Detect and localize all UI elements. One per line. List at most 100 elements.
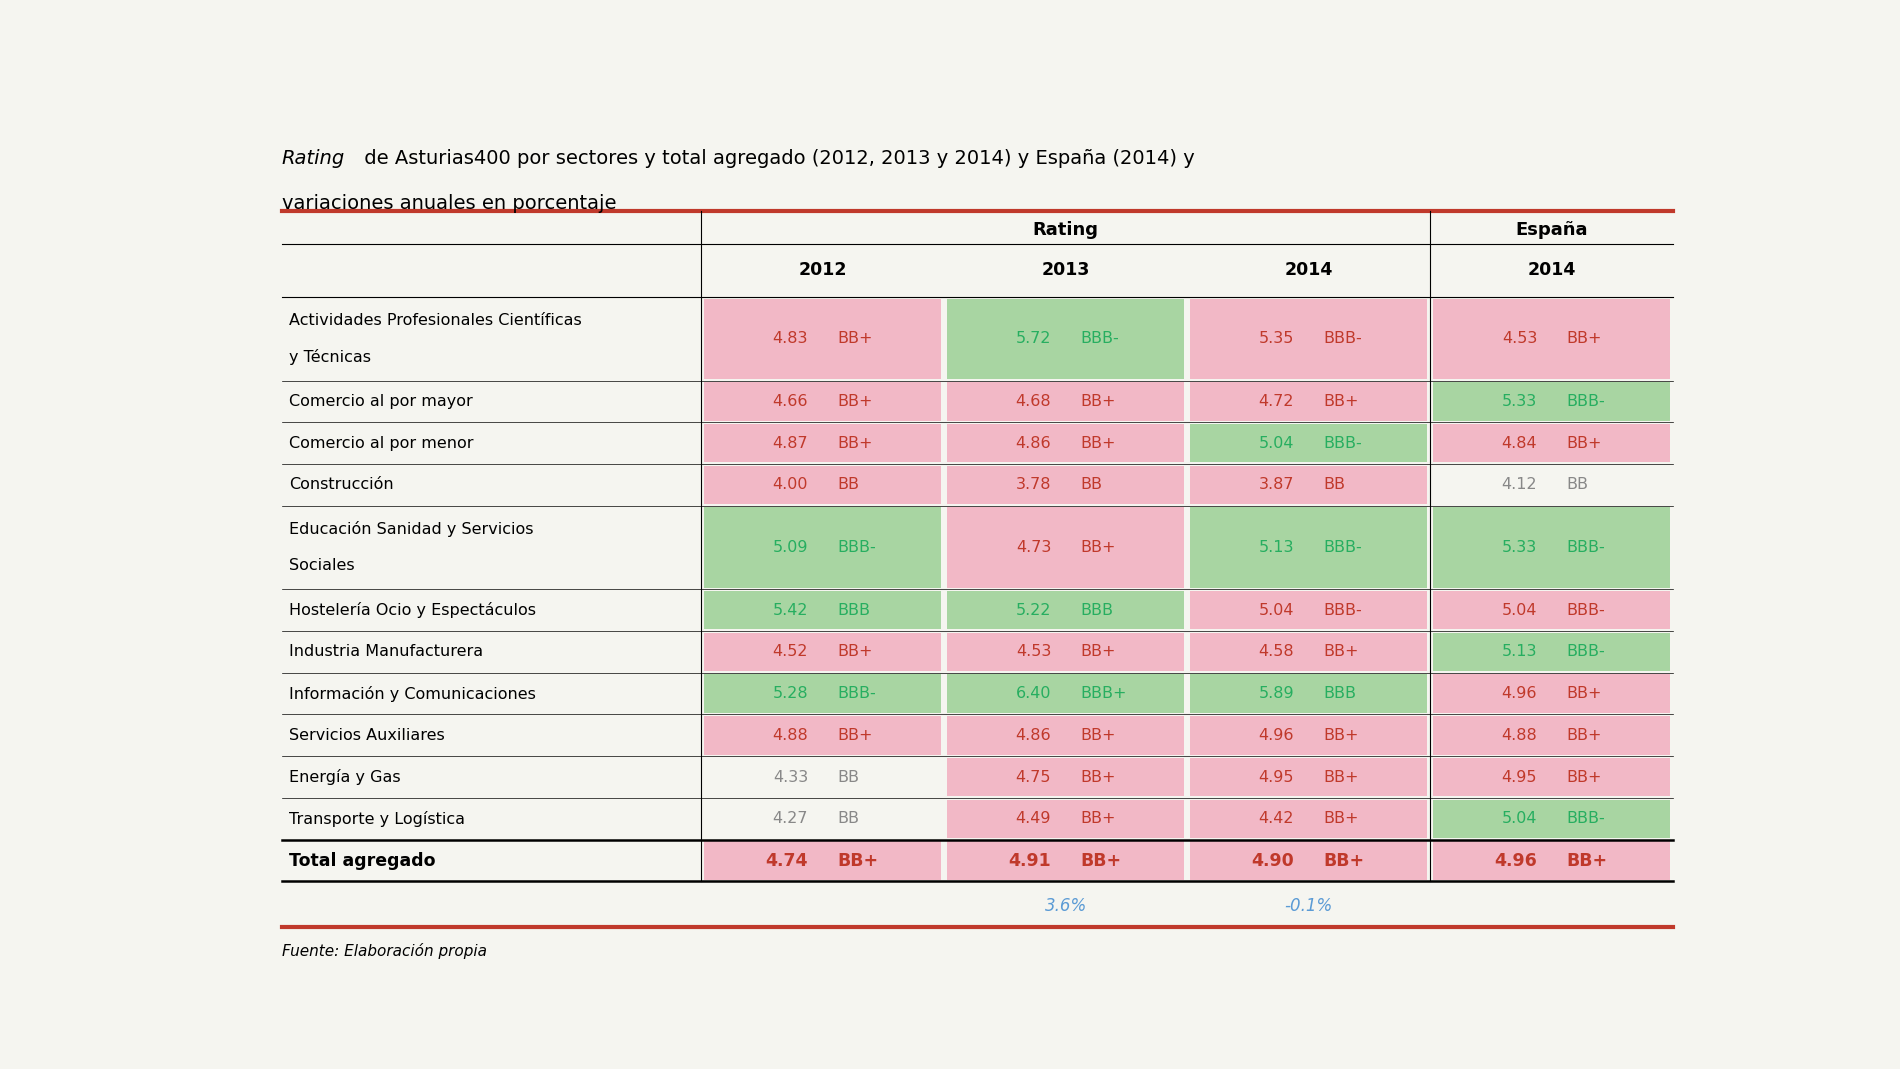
- Text: 5.04: 5.04: [1501, 811, 1537, 826]
- Text: BB+: BB+: [838, 728, 872, 743]
- Text: BB: BB: [838, 811, 859, 826]
- Bar: [1433, 508, 1670, 588]
- Text: BB+: BB+: [1566, 852, 1607, 869]
- Text: 5.09: 5.09: [773, 540, 808, 555]
- Text: 4.72: 4.72: [1258, 393, 1294, 408]
- Text: Industria Manufacturera: Industria Manufacturera: [289, 645, 483, 660]
- Text: BB+: BB+: [1322, 393, 1358, 408]
- Text: 4.87: 4.87: [773, 436, 808, 451]
- Text: de Asturias400 por sectores y total agregado (2012, 2013 y 2014) y España (2014): de Asturias400 por sectores y total agre…: [359, 149, 1195, 168]
- Text: Energía y Gas: Energía y Gas: [289, 769, 401, 785]
- Text: 4.96: 4.96: [1258, 728, 1294, 743]
- Text: 6.40: 6.40: [1017, 686, 1051, 701]
- Text: BB+: BB+: [1081, 728, 1115, 743]
- Text: 4.12: 4.12: [1501, 478, 1537, 493]
- Text: BBB-: BBB-: [1566, 645, 1606, 660]
- Text: BB+: BB+: [1566, 686, 1602, 701]
- Bar: [1189, 298, 1427, 378]
- Text: Actividades Profesionales Científicas: Actividades Profesionales Científicas: [289, 313, 581, 328]
- Text: -0.1%: -0.1%: [1284, 897, 1334, 915]
- Text: 5.35: 5.35: [1260, 331, 1294, 346]
- Text: BBB-: BBB-: [1322, 331, 1362, 346]
- Text: BB: BB: [1081, 478, 1102, 493]
- Text: 4.96: 4.96: [1495, 852, 1537, 869]
- Text: 4.86: 4.86: [1017, 436, 1051, 451]
- Text: BBB: BBB: [838, 603, 870, 618]
- Text: 4.91: 4.91: [1009, 852, 1051, 869]
- Text: Sociales: Sociales: [289, 558, 355, 573]
- Text: Rating: Rating: [281, 149, 346, 168]
- Bar: [948, 466, 1184, 505]
- Text: BBB-: BBB-: [1566, 393, 1606, 408]
- Text: 5.28: 5.28: [773, 686, 808, 701]
- Text: BB+: BB+: [838, 645, 872, 660]
- Bar: [705, 382, 940, 420]
- Bar: [1189, 675, 1427, 713]
- Text: BB+: BB+: [1566, 436, 1602, 451]
- Text: 2014: 2014: [1528, 261, 1575, 279]
- Bar: [705, 841, 940, 880]
- Text: 4.27: 4.27: [773, 811, 808, 826]
- Text: BBB-: BBB-: [1322, 436, 1362, 451]
- Bar: [705, 633, 940, 671]
- Text: 4.90: 4.90: [1252, 852, 1294, 869]
- Text: 5.04: 5.04: [1258, 603, 1294, 618]
- Text: BBB-: BBB-: [1566, 603, 1606, 618]
- Bar: [1433, 675, 1670, 713]
- Text: 4.83: 4.83: [773, 331, 808, 346]
- Text: BBB-: BBB-: [1322, 603, 1362, 618]
- Bar: [948, 382, 1184, 420]
- Text: BBB-: BBB-: [838, 540, 876, 555]
- Text: 3.78: 3.78: [1017, 478, 1051, 493]
- Text: y Técnicas: y Técnicas: [289, 350, 370, 366]
- Bar: [705, 466, 940, 505]
- Text: BBB+: BBB+: [1081, 686, 1127, 701]
- Text: BB+: BB+: [1322, 728, 1358, 743]
- Text: 5.04: 5.04: [1258, 436, 1294, 451]
- Bar: [948, 633, 1184, 671]
- Bar: [1433, 591, 1670, 630]
- Bar: [948, 591, 1184, 630]
- Text: 4.95: 4.95: [1501, 770, 1537, 785]
- Bar: [705, 716, 940, 755]
- Bar: [1433, 633, 1670, 671]
- Text: 4.49: 4.49: [1017, 811, 1051, 826]
- Text: 4.58: 4.58: [1258, 645, 1294, 660]
- Text: variaciones anuales en porcentaje: variaciones anuales en porcentaje: [281, 195, 616, 213]
- Text: 3.6%: 3.6%: [1045, 897, 1087, 915]
- Text: BB+: BB+: [1566, 331, 1602, 346]
- Text: BB+: BB+: [838, 436, 872, 451]
- Text: BBB-: BBB-: [1081, 331, 1119, 346]
- Bar: [948, 716, 1184, 755]
- Text: BB+: BB+: [1081, 436, 1115, 451]
- Text: Comercio al por menor: Comercio al por menor: [289, 436, 473, 451]
- Text: 5.22: 5.22: [1017, 603, 1051, 618]
- Text: 2013: 2013: [1041, 261, 1091, 279]
- Text: BBB: BBB: [1081, 603, 1113, 618]
- Bar: [1433, 716, 1670, 755]
- Text: 4.88: 4.88: [773, 728, 808, 743]
- Text: 5.33: 5.33: [1501, 393, 1537, 408]
- Text: BB+: BB+: [1322, 811, 1358, 826]
- Text: 4.66: 4.66: [773, 393, 808, 408]
- Text: 4.86: 4.86: [1017, 728, 1051, 743]
- Text: 4.42: 4.42: [1258, 811, 1294, 826]
- Text: BB: BB: [838, 770, 859, 785]
- Text: 4.74: 4.74: [766, 852, 808, 869]
- Text: BB: BB: [1322, 478, 1345, 493]
- Text: BBB-: BBB-: [1566, 811, 1606, 826]
- Bar: [1189, 758, 1427, 796]
- Text: Transporte y Logística: Transporte y Logística: [289, 810, 466, 826]
- Bar: [1189, 591, 1427, 630]
- Bar: [948, 508, 1184, 588]
- Text: 4.73: 4.73: [1017, 540, 1051, 555]
- Text: 5.89: 5.89: [1258, 686, 1294, 701]
- Bar: [1433, 841, 1670, 880]
- Text: Construcción: Construcción: [289, 478, 393, 493]
- Bar: [948, 800, 1184, 838]
- Text: BB+: BB+: [1081, 645, 1115, 660]
- Bar: [1433, 800, 1670, 838]
- Text: 4.84: 4.84: [1501, 436, 1537, 451]
- Text: 2014: 2014: [1284, 261, 1334, 279]
- Bar: [1189, 800, 1427, 838]
